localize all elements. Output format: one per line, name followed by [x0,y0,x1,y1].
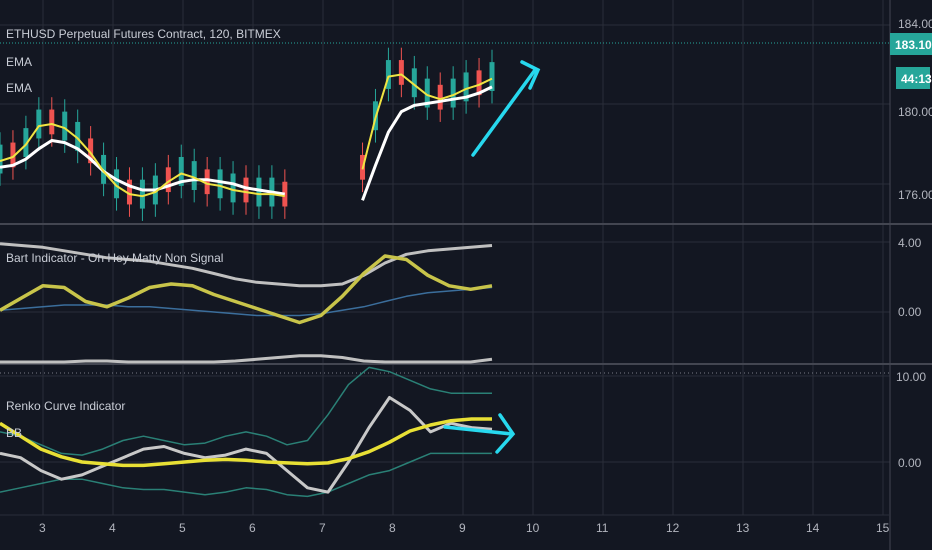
drawn-arrow-up [471,60,541,157]
price-tick-180: 180.00 [898,105,932,119]
renko-gray-line [0,396,493,494]
renko-tick-10: 10.00 [896,370,926,384]
renko-indicator-lines [0,366,493,498]
bb-lower-line [0,452,492,498]
candle-body [36,109,42,139]
candle-body [49,109,55,135]
bb-upper-line [0,366,492,456]
date-tick: 13 [736,521,750,535]
candle-body [463,72,469,102]
candle-body [476,70,482,96]
candle-body [23,128,29,157]
price-tick-184: 184.00 [898,17,932,31]
bart-lower-band [0,354,493,364]
bart-main-line [0,254,493,325]
ema-label-1: EMA [6,55,32,69]
current-price-badge: 183.10 [890,33,932,55]
candle-body [256,177,262,207]
candle-body [191,161,197,190]
time-axis: 3 4 5 6 7 8 9 10 11 12 13 14 15 [39,521,890,535]
candle-body [424,78,430,108]
candles [0,47,495,221]
candle-body [126,179,132,205]
bart-indicator-title: Bart Indicator - Oh Hey Matty Non Signal [6,251,223,265]
date-tick: 15 [876,521,890,535]
candle-body [243,177,249,203]
candle-body [450,78,456,108]
candle-body [398,60,404,85]
candle-body [204,169,210,195]
date-tick: 9 [459,521,466,535]
date-tick: 14 [806,521,820,535]
bart-upper-band [0,242,493,288]
renko-curve-line [0,417,492,468]
date-tick: 8 [389,521,396,535]
candle-body [62,111,68,141]
date-tick: 6 [249,521,256,535]
countdown-value: 44:13 [901,72,932,86]
date-tick: 3 [39,521,46,535]
bb-label: BB [6,426,22,440]
date-tick: 7 [319,521,326,535]
ema-slow-line [0,85,493,201]
candle-body [114,169,120,199]
bart-tick-4: 4.00 [898,236,922,250]
bart-tick-0: 0.00 [898,305,922,319]
candle-body [437,84,443,110]
drawn-arrow-right [443,413,516,454]
candle-body [411,68,417,98]
ema-label-2: EMA [6,81,32,95]
candle-body [75,121,81,151]
bart-blue-line [0,286,493,317]
renko-tick-0: 0.00 [898,456,922,470]
candle-body [139,179,145,209]
date-tick: 11 [596,521,609,535]
date-tick: 10 [526,521,540,535]
renko-indicator-title: Renko Curve Indicator [6,399,125,413]
candle-body [385,60,391,89]
ema-fast-line [0,73,493,198]
current-price-value: 183.10 [895,38,932,52]
price-tick-176: 176.00 [898,188,932,202]
candle-body [0,144,3,174]
date-tick: 12 [666,521,680,535]
pane-separators [0,223,932,365]
candle-body [282,181,288,207]
chart-title: ETHUSD Perpetual Futures Contract, 120, … [6,27,281,41]
candle-body [165,167,171,193]
candle-body [489,62,495,91]
candle-body [217,169,223,199]
candle-body [88,138,94,164]
candle-body [178,157,184,186]
candle-body [10,142,16,168]
date-tick: 4 [109,521,116,535]
countdown-badge: 44:13 [896,67,932,89]
candle-body [230,173,236,203]
bart-indicator-lines [0,242,493,364]
ema-lines [0,73,493,201]
date-tick: 5 [179,521,186,535]
